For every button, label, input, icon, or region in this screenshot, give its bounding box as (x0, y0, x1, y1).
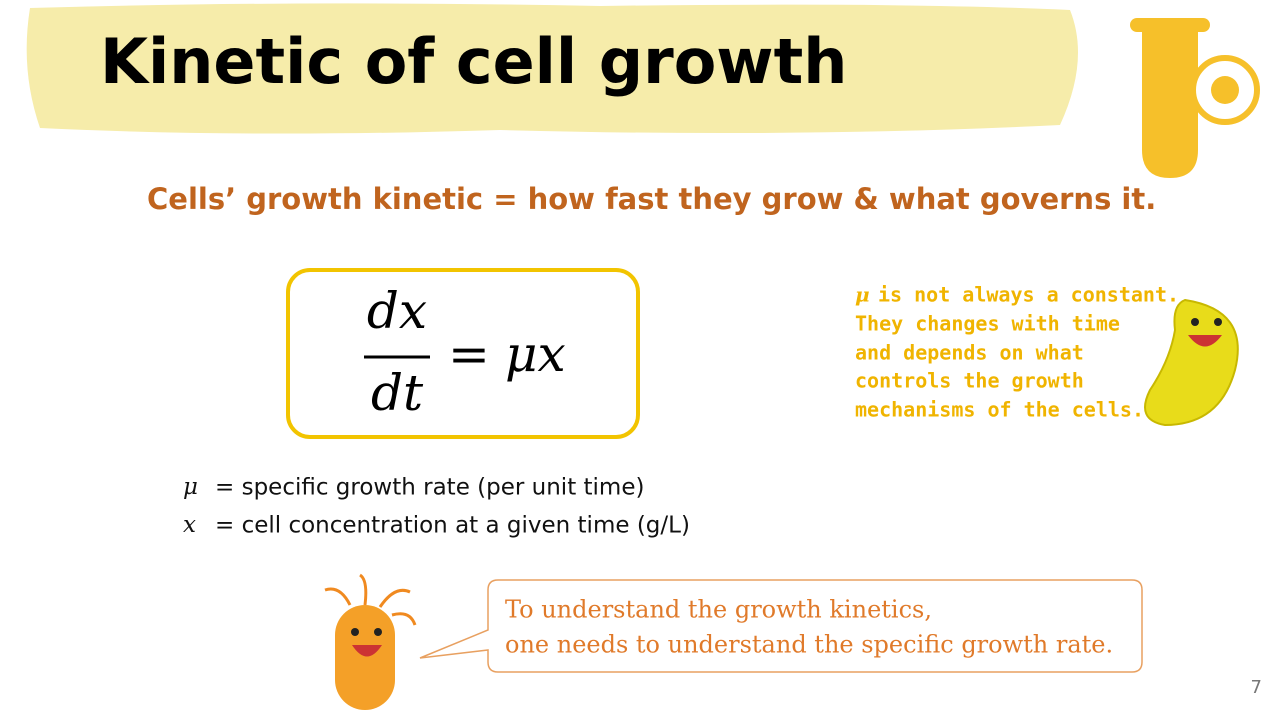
callout-line: To understand the growth kinetics, (505, 596, 932, 624)
yellow-bacterium (1144, 298, 1239, 427)
equation-numerator: dx (367, 282, 427, 340)
title-banner (26, 3, 1079, 134)
definition-text: = cell concentration at a given time (g/… (215, 513, 690, 539)
note-symbol: μ (855, 283, 870, 307)
callout-line: one needs to understand the specific gro… (505, 631, 1113, 659)
test-tube-icon (1130, 18, 1260, 178)
note-line: mechanisms of the cells. (855, 398, 1144, 422)
equation-denominator: dt (371, 364, 424, 422)
note-line: controls the growth (855, 369, 1084, 393)
definition-text: = specific growth rate (per unit time) (215, 475, 644, 501)
definition-symbol: x (183, 512, 196, 538)
note-line: and depends on what (855, 341, 1084, 365)
note-line: They changes with time (855, 312, 1120, 336)
subtitle: Cells’ growth kinetic = how fast they gr… (147, 182, 1156, 216)
title: Kinetic of cell growth (100, 25, 847, 98)
callout-box (419, 579, 1143, 673)
orange-bacterium (324, 573, 417, 710)
page-number: 7 (1251, 677, 1262, 698)
equation-equals: = (448, 325, 490, 383)
definition-symbol: μ (183, 474, 198, 500)
equation-box (286, 268, 640, 439)
equation-rhs: μx (505, 325, 566, 383)
note-line: is not always a constant. (878, 283, 1179, 307)
